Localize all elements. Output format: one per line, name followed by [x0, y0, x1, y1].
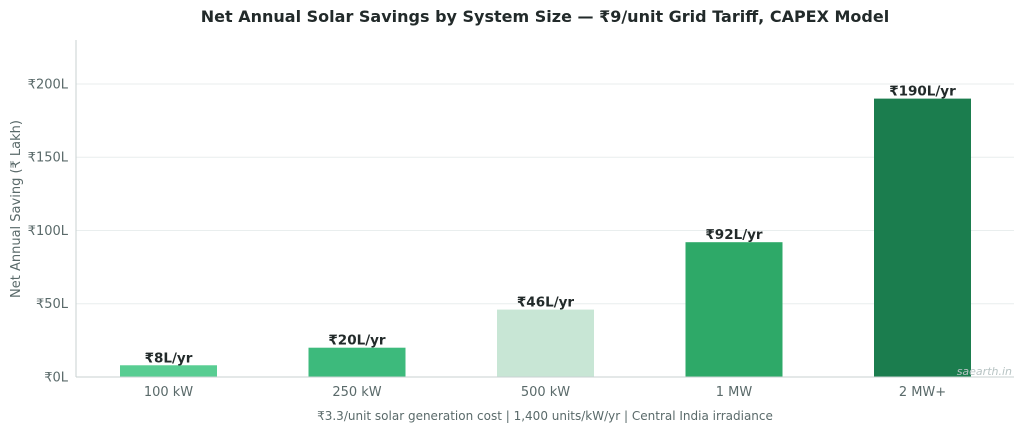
bar — [874, 98, 971, 377]
x-tick-label: 500 kW — [521, 385, 570, 400]
data-label: ₹190L/yr — [889, 84, 956, 100]
y-tick-label: ₹50L — [36, 297, 69, 312]
gridlines — [76, 83, 1014, 305]
x-axis-label: ₹3.3/unit solar generation cost | 1,400 … — [317, 409, 773, 423]
x-tick-label: 2 MW+ — [899, 385, 946, 400]
y-axis-ticks: ₹0L ₹50L ₹100L ₹150L ₹200L — [28, 77, 69, 385]
y-axis-label: Net Annual Saving (₹ Lakh) — [9, 120, 24, 298]
bar — [685, 242, 783, 377]
bars — [120, 98, 971, 377]
watermark: saearth.in — [957, 365, 1012, 378]
data-label: ₹46L/yr — [517, 295, 575, 311]
y-tick-label: ₹150L — [28, 151, 69, 166]
data-label: ₹20L/yr — [328, 333, 386, 349]
chart-title: Net Annual Solar Savings by System Size … — [201, 7, 889, 26]
data-labels: ₹8L/yr ₹20L/yr ₹46L/yr ₹92L/yr ₹190L/yr — [145, 84, 957, 367]
x-axis-ticks: 100 kW 250 kW 500 kW 1 MW 2 MW+ — [144, 385, 946, 400]
y-tick-label: ₹100L — [28, 224, 69, 239]
bar — [120, 365, 217, 377]
bar — [497, 309, 594, 377]
x-tick-label: 100 kW — [144, 385, 193, 400]
data-label: ₹92L/yr — [705, 227, 763, 243]
x-tick-label: 250 kW — [332, 385, 381, 400]
data-label: ₹8L/yr — [145, 350, 193, 366]
x-tick-label: 1 MW — [716, 385, 753, 400]
y-tick-label: ₹0L — [44, 371, 69, 386]
bar — [308, 347, 406, 377]
y-tick-label: ₹200L — [28, 77, 69, 92]
